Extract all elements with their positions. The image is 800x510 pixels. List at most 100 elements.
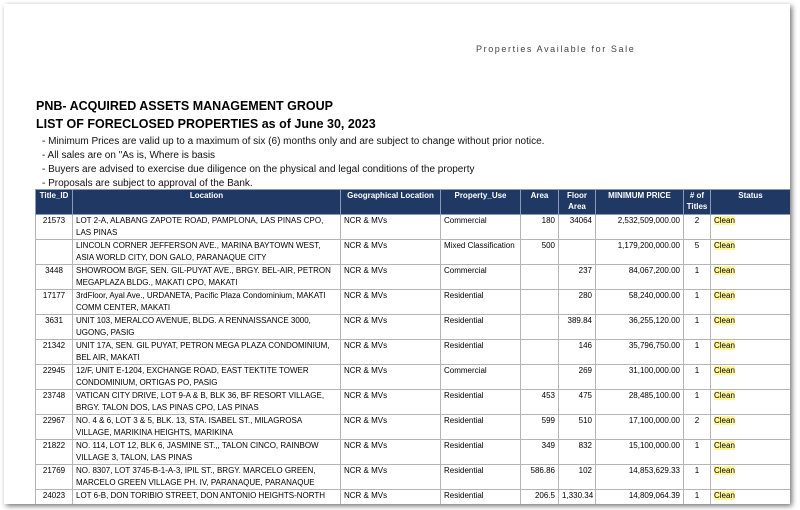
table-cell: NCR & MVs [340,339,441,365]
status-badge: Clean [714,366,735,375]
table-cell: Clean [710,339,790,365]
table-cell: Mixed Classification [440,239,521,265]
table-cell: SHOWROOM B/GF, SEN. GIL-PUYAT AVE., BRGY… [72,264,341,290]
table-cell: Clean [710,389,790,415]
table-cell: 21573 [35,214,73,240]
table-row: 21769 NO. 8307, LOT 3745-B-1-A-3, IPIL ST… [35,464,790,490]
table-cell: LINCOLN CORNER JEFFERSON AVE., MARINA BA… [72,239,341,265]
table-cell: 1 [683,464,711,490]
table-cell: Commercial [440,214,521,240]
table-cell: 180 [520,214,559,240]
column-header: Area [520,189,559,215]
table-cell: Residential [440,439,521,465]
table-cell: 21342 [35,339,73,365]
table-cell: UNIT 17A, SEN. GIL PUYAT, PETRON MEGA PL… [72,339,341,365]
status-badge: Clean [714,391,735,400]
table-row: 21342 UNIT 17A, SEN. GIL PUYAT, PETRON ME… [35,339,790,365]
column-header: Status [710,189,790,215]
table-container: Title_ID Location Geographical Location Pro… [35,189,790,504]
status-badge: Clean [714,341,735,350]
table-cell: Residential [440,489,521,504]
column-header: Floor Area [558,189,596,215]
table-cell: 1 [683,339,711,365]
table-cell: 146 [558,339,596,365]
table-cell: 832 [558,439,596,465]
table-cell: 1 [683,264,711,290]
status-badge: Clean [714,266,735,275]
table-cell: 1 [683,364,711,390]
note: - Buyers are advised to exercise due dil… [42,164,475,175]
table-cell: LOT 6-B, DON TORIBIO STREET, DON ANTONIO… [72,489,341,504]
table-cell: 1 [683,439,711,465]
table-cell [520,364,559,390]
table-cell: 28,485,100.00 [595,389,684,415]
table-cell [520,289,559,315]
property-table: Title_ID Location Geographical Location Pro… [35,189,790,504]
table-cell: 21769 [35,464,73,490]
table-cell: 475 [558,389,596,415]
status-badge: Clean [714,466,735,475]
table-cell: LOT 2-A, ALABANG ZAPOTE ROAD, PAMPLONA, … [72,214,341,240]
table-cell: NCR & MVs [340,414,441,440]
table-cell: Residential [440,339,521,365]
table-cell: Clean [710,414,790,440]
table-cell: NCR & MVs [340,289,441,315]
notes: - Minimum Prices are valid up to a maxim… [42,135,544,191]
table-cell: 36,255,120.00 [595,314,684,340]
table-cell: 21822 [35,439,73,465]
table-cell: Commercial [440,364,521,390]
table-cell: 3rdFloor, Ayal Ave., URDANETA, Pacific P… [72,289,341,315]
header-row: Title_ID Location Geographical Location Pro… [35,189,790,215]
table-row: 17177 3rdFloor, Ayal Ave., URDANETA, Paci… [35,289,790,315]
column-header: Location [72,189,341,215]
column-header: MINIMUM PRICE [595,189,684,215]
table-cell: 102 [558,464,596,490]
table-cell: 34064 [558,214,596,240]
table-cell: Clean [710,364,790,390]
table-row: 24023 LOT 6-B, DON TORIBIO STREET, DON AN… [35,489,790,504]
table-cell: 31,100,000.00 [595,364,684,390]
note: - All sales are on "As is, Where is basi… [42,150,216,161]
table-cell: 349 [520,439,559,465]
table-cell: NCR & MVs [340,389,441,415]
table-cell: 1,330.34 [558,489,596,504]
table-cell [35,239,73,265]
table-cell: Clean [710,214,790,240]
table-cell [520,264,559,290]
table-cell: 1 [683,389,711,415]
table-cell: NCR & MVs [340,214,441,240]
table-cell: UNIT 103, MERALCO AVENUE, BLDG. A RENNAI… [72,314,341,340]
note: - Minimum Prices are valid up to a maxim… [42,136,545,147]
document: Properties Available for Sale PNB- ACQUI… [4,4,790,504]
document-title: LIST OF FORECLOSED PROPERTIES as of June… [36,117,376,131]
table-row: 21573 LOT 2-A, ALABANG ZAPOTE ROAD, PAMPL… [35,214,790,240]
table-cell: NCR & MVs [340,364,441,390]
table-cell: Residential [440,389,521,415]
table-cell: 206.5 [520,489,559,504]
table-cell: NO. 4 & 6, LOT 3 & 5, BLK. 13, STA. ISAB… [72,414,341,440]
table-cell: 24023 [35,489,73,504]
table-cell: NO. 114, LOT 12, BLK 6, JASMINE ST.,, TA… [72,439,341,465]
table-cell: NCR & MVs [340,489,441,504]
table-cell: Clean [710,314,790,340]
table-row: 3448 SHOWROOM B/GF, SEN. GIL-PUYAT AVE., … [35,264,790,290]
table-cell: 84,067,200.00 [595,264,684,290]
note: - Proposals are subject to approval of t… [42,178,253,189]
table-cell: 1 [683,489,711,504]
table-cell: 15,100,000.00 [595,439,684,465]
table-cell: 2,532,509,000.00 [595,214,684,240]
table-cell: Clean [710,439,790,465]
table-cell: NO. 8307, LOT 3745-B-1-A-3, IPIL ST., BR… [72,464,341,490]
table-cell: 23748 [35,389,73,415]
table-cell: 12/F, UNIT E-1204, EXCHANGE ROAD, EAST T… [72,364,341,390]
table-cell: 1 [683,314,711,340]
table-cell: NCR & MVs [340,439,441,465]
table-cell: 2 [683,414,711,440]
table-cell: 3631 [35,314,73,340]
table-cell: VATICAN CITY DRIVE, LOT 9-A & B, BLK 36,… [72,389,341,415]
table-body: 21573 LOT 2-A, ALABANG ZAPOTE ROAD, PAMPL… [35,214,790,504]
table-cell: Clean [710,239,790,265]
table-cell: 17177 [35,289,73,315]
table-row: 23748 VATICAN CITY DRIVE, LOT 9-A & B, BL… [35,389,790,415]
table-row: LINCOLN CORNER JEFFERSON AVE., MARINA BA… [35,239,790,265]
